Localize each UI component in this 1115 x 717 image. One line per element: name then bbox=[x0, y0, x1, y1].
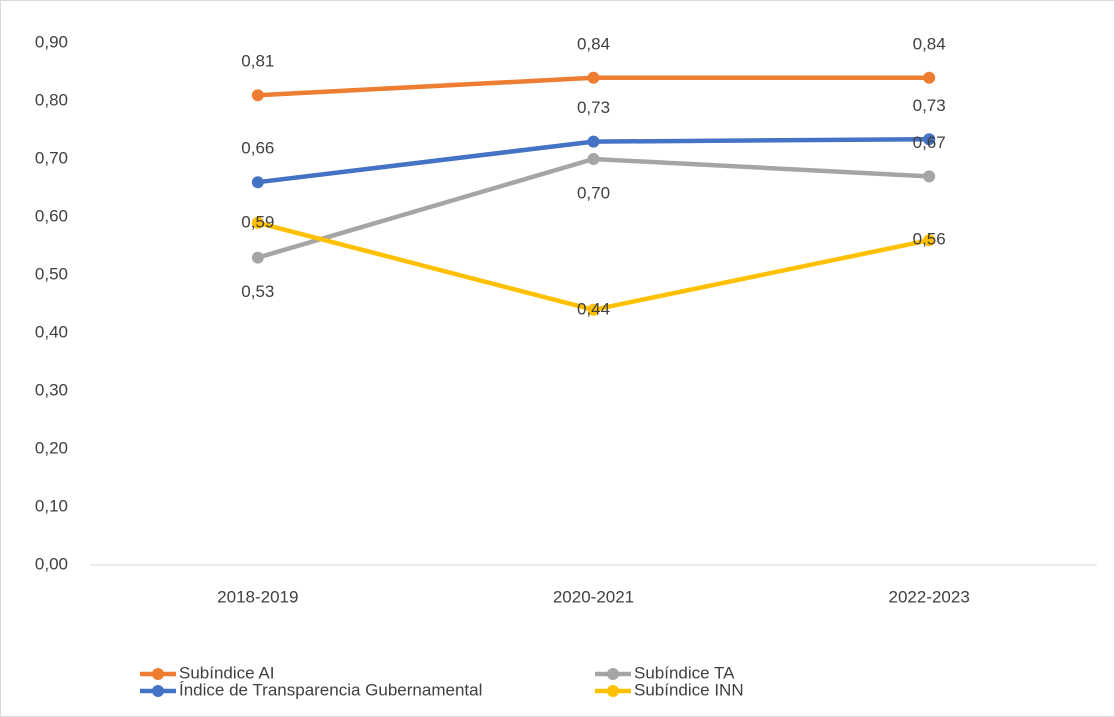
legend-marker bbox=[152, 668, 164, 680]
marker bbox=[251, 89, 264, 102]
marker bbox=[251, 251, 264, 264]
data-label: 0,84 bbox=[913, 34, 946, 53]
legend-label: Subíndice INN bbox=[634, 680, 744, 699]
x-tick-label: 2022-2023 bbox=[889, 587, 970, 606]
y-tick-label: 0,90 bbox=[35, 32, 68, 51]
y-tick-label: 0,20 bbox=[35, 438, 68, 457]
y-tick-label: 0,40 bbox=[35, 322, 68, 341]
marker bbox=[923, 170, 936, 183]
y-tick-label: 0,60 bbox=[35, 206, 68, 225]
x-tick-label: 2020-2021 bbox=[553, 587, 634, 606]
legend-marker bbox=[607, 685, 619, 697]
y-tick-label: 0,80 bbox=[35, 90, 68, 109]
marker bbox=[587, 153, 600, 165]
marker bbox=[587, 135, 600, 148]
legend-label: Subíndice TA bbox=[634, 663, 735, 682]
data-label: 0,67 bbox=[913, 133, 946, 152]
legend-label: Índice de Transparencia Gubernamental bbox=[179, 680, 482, 699]
marker bbox=[923, 234, 936, 247]
marker bbox=[251, 216, 264, 229]
data-label: 0,59 bbox=[241, 212, 274, 231]
y-tick-label: 0,30 bbox=[35, 380, 68, 399]
data-label: 0,44 bbox=[577, 299, 610, 318]
y-tick-label: 0,50 bbox=[35, 264, 68, 283]
data-label: 0,73 bbox=[577, 98, 610, 117]
x-tick-label: 2018-2019 bbox=[217, 587, 298, 606]
legend-label: Subíndice AI bbox=[179, 663, 274, 682]
y-tick-label: 0,10 bbox=[35, 496, 68, 515]
data-label: 0,81 bbox=[241, 52, 274, 71]
data-label: 0,84 bbox=[577, 34, 610, 53]
y-tick-label: 0,70 bbox=[35, 148, 68, 167]
marker bbox=[251, 176, 264, 189]
y-tick-label: 0,00 bbox=[35, 554, 68, 573]
data-label: 0,73 bbox=[913, 96, 946, 115]
data-label: 0,56 bbox=[913, 230, 946, 249]
data-label: 0,66 bbox=[241, 139, 274, 158]
marker bbox=[587, 71, 600, 84]
legend-marker bbox=[152, 685, 164, 697]
marker bbox=[923, 71, 936, 84]
data-label: 0,53 bbox=[241, 282, 274, 301]
marker bbox=[587, 303, 600, 316]
marker bbox=[923, 133, 936, 146]
data-label: 0,70 bbox=[577, 183, 610, 202]
legend-marker bbox=[607, 668, 619, 680]
